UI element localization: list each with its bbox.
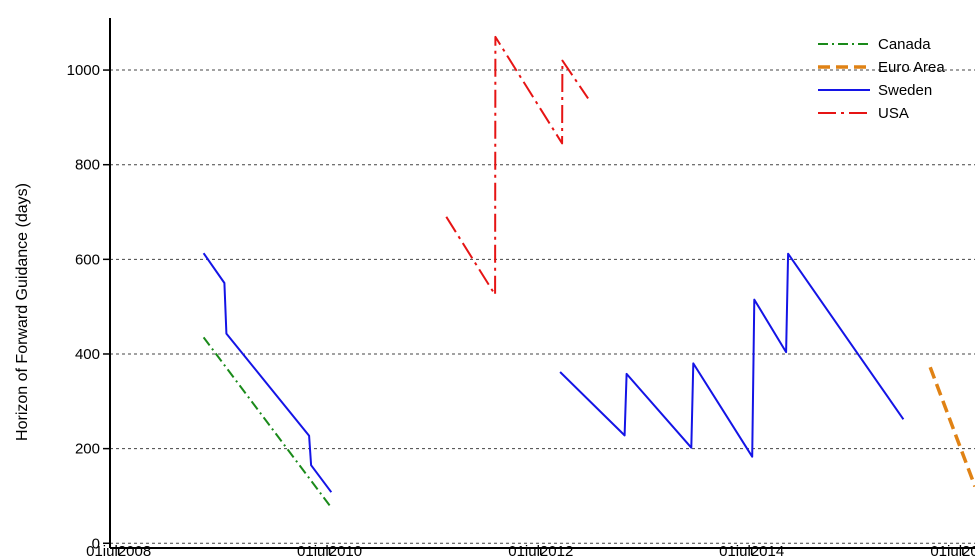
x-tick-label: 01jul2014 <box>719 543 784 556</box>
x-tick-label: 01jul2008 <box>86 543 151 556</box>
legend-label-usa: USA <box>878 105 909 122</box>
legend-label-sweden: Sweden <box>878 82 932 99</box>
y-tick-label: 200 <box>75 441 100 458</box>
legend-label-canada: Canada <box>878 36 931 53</box>
y-tick-label: 0 <box>92 535 100 552</box>
y-tick-label: 1000 <box>67 62 100 79</box>
y-tick-label: 800 <box>75 157 100 174</box>
axes <box>109 18 975 549</box>
series-usa-line <box>445 35 589 296</box>
x-tick-label: 01jul2016 <box>930 543 975 556</box>
x-tick-label: 01jul2010 <box>297 543 362 556</box>
series-sweden-line <box>559 252 905 458</box>
y-axis-ticks: 0 200 400 600 800 1000 <box>67 62 110 552</box>
series-sweden-line <box>202 252 333 493</box>
x-tick-label: 01jul2012 <box>508 543 573 556</box>
series-canada-line <box>202 336 331 506</box>
y-tick-label: 600 <box>75 251 100 268</box>
series-lines <box>202 35 975 506</box>
y-tick-label: 400 <box>75 346 100 363</box>
x-axis-ticks: 01jul2008 01jul2010 01jul2012 01jul2014 01ju… <box>86 543 975 556</box>
legend-label-euro-area: Euro Area <box>878 59 945 76</box>
series-euro-area-line <box>928 366 975 488</box>
legend: Canada Euro Area Sweden USA <box>818 36 945 122</box>
y-axis-title: Horizon of Forward Guidance (days) <box>14 183 31 441</box>
grid-lines <box>110 69 975 544</box>
